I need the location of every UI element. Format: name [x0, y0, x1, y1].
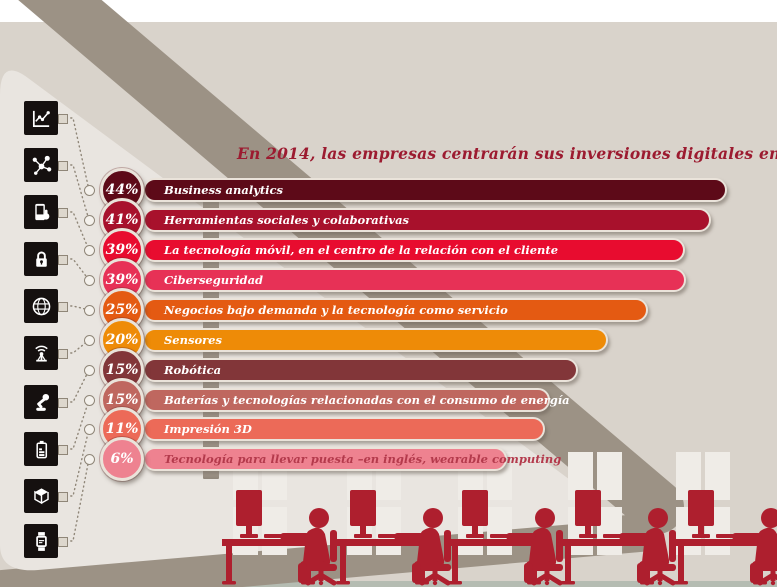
icon-connector-tab	[58, 208, 68, 218]
bar: Sensores	[143, 328, 608, 352]
bar-hanger-tab	[203, 201, 219, 210]
office-worker-illustration	[448, 478, 568, 586]
connector-dot	[84, 424, 95, 435]
battery-icon	[24, 432, 58, 466]
connector-dot	[84, 335, 95, 346]
bar: La tecnología móvil, en el centro de la …	[143, 238, 685, 262]
bar-hanger-tab	[203, 411, 219, 420]
network-icon	[24, 148, 58, 182]
bar-row: Sensores 20%	[0, 318, 777, 364]
bar-hanger-tab	[203, 440, 219, 449]
bar-row: Robótica 15%	[0, 348, 777, 394]
office-worker-illustration	[674, 478, 777, 586]
page-title: En 2014, las empresas centrarán sus inve…	[237, 144, 777, 163]
icon-connector-tab	[58, 114, 68, 124]
percentage-value: 11%	[105, 421, 139, 437]
connector-dot	[84, 185, 95, 196]
bar-hanger-tab	[203, 351, 219, 360]
padlock-icon	[24, 242, 58, 276]
bar-label: Robótica	[164, 363, 222, 377]
bar-hanger-tab	[203, 261, 219, 270]
connector-dot	[84, 275, 95, 286]
bar-hanger-tab	[203, 231, 219, 240]
bar-label: Impresión 3D	[164, 422, 252, 436]
connector-dot	[84, 215, 95, 226]
percentage-value: 41%	[105, 212, 139, 228]
percentage-value: 39%	[105, 272, 139, 288]
bar-label: Business analytics	[164, 183, 284, 197]
smartwatch-icon	[24, 524, 58, 558]
connector-dot	[84, 395, 95, 406]
bar-label: Baterías y tecnologías relacionadas con …	[164, 393, 570, 407]
bar: Business analytics	[143, 178, 727, 202]
globe-icon	[24, 289, 58, 323]
antenna-icon	[24, 336, 58, 370]
bar-label: Negocios bajo demanda y la tecnología co…	[164, 303, 508, 317]
bar-hanger-tab	[203, 381, 219, 390]
icon-connector-tab	[58, 302, 68, 312]
cube-3d-icon	[24, 479, 58, 513]
connector-dot	[84, 305, 95, 316]
bar: Negocios bajo demanda y la tecnología co…	[143, 298, 648, 322]
connector-dot	[84, 454, 95, 465]
robotic-arm-icon	[24, 385, 58, 419]
mobile-touch-icon	[24, 195, 58, 229]
icon-connector-tab	[58, 255, 68, 265]
icon-connector-tab	[58, 445, 68, 455]
bar-hanger-tab	[203, 470, 219, 479]
bar-label: La tecnología móvil, en el centro de la …	[164, 243, 559, 257]
bar-hanger-tab	[203, 291, 219, 300]
bar: Herramientas sociales y colaborativas	[143, 208, 711, 232]
bar: Robótica	[143, 358, 578, 382]
percentage-value: 15%	[105, 362, 139, 378]
bar-hanger-tab	[203, 321, 219, 330]
bar: Ciberseguridad	[143, 268, 686, 292]
bar-label: Tecnología para llevar puesta –en inglés…	[164, 452, 562, 466]
percentage-value: 39%	[105, 242, 139, 258]
icon-connector-tab	[58, 161, 68, 171]
bar: Impresión 3D	[143, 417, 545, 441]
percentage-value: 25%	[105, 302, 139, 318]
percentage-value: 6%	[110, 451, 134, 467]
office-worker-illustration	[336, 478, 456, 586]
bar-label: Herramientas sociales y colaborativas	[164, 213, 410, 227]
bar-row: Tecnología para llevar puesta –en inglés…	[0, 437, 777, 483]
icon-connector-tab	[58, 398, 68, 408]
percentage-circle: 6%	[100, 437, 144, 481]
percentage-value: 15%	[105, 392, 139, 408]
connector-dot	[84, 365, 95, 376]
bar: Tecnología para llevar puesta –en inglés…	[143, 447, 561, 471]
office-worker-illustration	[222, 478, 342, 586]
icon-connector-tab	[58, 349, 68, 359]
office-worker-illustration	[561, 478, 681, 586]
percentage-value: 44%	[105, 182, 139, 198]
percentage-value: 20%	[105, 332, 139, 348]
bar-label: Ciberseguridad	[164, 273, 264, 287]
connector-dot	[84, 245, 95, 256]
bar-label: Sensores	[164, 333, 222, 347]
bar: Baterías y tecnologías relacionadas con …	[143, 388, 570, 412]
line-chart-icon	[24, 101, 58, 135]
icon-connector-tab	[58, 537, 68, 547]
icon-connector-tab	[58, 492, 68, 502]
bar-row: Baterías y tecnologías relacionadas con …	[0, 378, 777, 424]
